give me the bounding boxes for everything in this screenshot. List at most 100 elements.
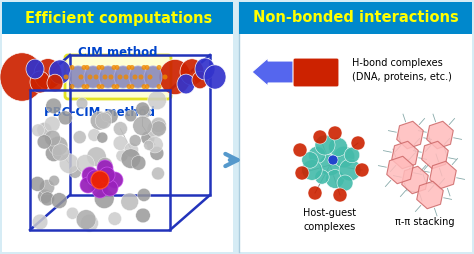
Ellipse shape: [49, 60, 71, 84]
Ellipse shape: [151, 117, 166, 133]
Ellipse shape: [137, 188, 151, 201]
Ellipse shape: [145, 65, 149, 70]
Ellipse shape: [92, 182, 108, 198]
Ellipse shape: [80, 177, 96, 193]
Ellipse shape: [141, 131, 155, 145]
Ellipse shape: [116, 150, 128, 162]
Ellipse shape: [64, 74, 69, 80]
Ellipse shape: [146, 136, 163, 153]
Ellipse shape: [34, 59, 62, 89]
Ellipse shape: [115, 84, 119, 89]
Ellipse shape: [82, 167, 98, 183]
Ellipse shape: [45, 130, 61, 146]
Ellipse shape: [51, 193, 67, 209]
Ellipse shape: [109, 74, 113, 80]
Ellipse shape: [144, 66, 162, 88]
Ellipse shape: [87, 170, 103, 186]
Ellipse shape: [177, 74, 195, 94]
Ellipse shape: [339, 159, 361, 181]
Ellipse shape: [73, 131, 86, 144]
Ellipse shape: [66, 207, 79, 219]
Ellipse shape: [38, 189, 52, 204]
Ellipse shape: [124, 74, 128, 80]
Ellipse shape: [79, 74, 83, 80]
Ellipse shape: [58, 111, 73, 125]
Ellipse shape: [147, 74, 153, 80]
Ellipse shape: [99, 66, 117, 88]
Ellipse shape: [115, 65, 119, 70]
Ellipse shape: [302, 152, 318, 168]
Ellipse shape: [70, 65, 74, 70]
Ellipse shape: [150, 146, 164, 160]
Ellipse shape: [302, 160, 322, 180]
Ellipse shape: [180, 59, 204, 85]
Ellipse shape: [0, 53, 44, 101]
Ellipse shape: [319, 154, 341, 176]
Ellipse shape: [136, 208, 150, 223]
Ellipse shape: [69, 166, 82, 178]
Ellipse shape: [129, 65, 135, 70]
Ellipse shape: [99, 167, 115, 183]
Text: Host-guest
complexes: Host-guest complexes: [303, 208, 356, 232]
Ellipse shape: [156, 84, 162, 89]
Ellipse shape: [88, 179, 100, 191]
Ellipse shape: [39, 180, 55, 195]
Ellipse shape: [163, 74, 167, 80]
Ellipse shape: [308, 186, 322, 200]
Ellipse shape: [111, 65, 117, 70]
Ellipse shape: [108, 212, 121, 225]
Ellipse shape: [76, 98, 88, 109]
Ellipse shape: [97, 160, 113, 176]
Ellipse shape: [84, 66, 102, 88]
Ellipse shape: [355, 163, 369, 177]
Ellipse shape: [49, 175, 59, 186]
Ellipse shape: [147, 120, 164, 138]
Ellipse shape: [315, 135, 335, 155]
Ellipse shape: [129, 135, 141, 147]
Ellipse shape: [145, 84, 149, 89]
FancyArrow shape: [252, 58, 310, 86]
Ellipse shape: [102, 74, 108, 80]
Ellipse shape: [88, 74, 92, 80]
Ellipse shape: [98, 157, 112, 172]
Ellipse shape: [159, 59, 191, 94]
Ellipse shape: [118, 74, 122, 80]
Ellipse shape: [113, 136, 128, 150]
Text: PBC-CIM method: PBC-CIM method: [45, 106, 155, 119]
Ellipse shape: [113, 122, 128, 136]
Ellipse shape: [333, 146, 355, 168]
FancyBboxPatch shape: [293, 58, 339, 87]
Ellipse shape: [26, 59, 44, 79]
Ellipse shape: [295, 166, 309, 180]
Ellipse shape: [142, 84, 146, 89]
Ellipse shape: [129, 84, 135, 89]
Ellipse shape: [97, 132, 108, 143]
Ellipse shape: [46, 98, 61, 114]
Ellipse shape: [308, 146, 326, 164]
Ellipse shape: [52, 144, 69, 161]
Ellipse shape: [107, 172, 123, 188]
Ellipse shape: [30, 177, 45, 191]
Ellipse shape: [93, 74, 99, 80]
Ellipse shape: [101, 111, 112, 122]
Ellipse shape: [37, 122, 52, 137]
Ellipse shape: [69, 66, 87, 88]
Ellipse shape: [102, 180, 118, 196]
Ellipse shape: [84, 65, 90, 70]
Polygon shape: [30, 90, 170, 230]
Ellipse shape: [333, 188, 347, 202]
Ellipse shape: [96, 165, 115, 183]
Ellipse shape: [32, 124, 45, 137]
Ellipse shape: [111, 84, 117, 89]
Ellipse shape: [121, 149, 140, 168]
Ellipse shape: [326, 170, 345, 188]
Ellipse shape: [138, 74, 144, 80]
Ellipse shape: [133, 74, 137, 80]
Ellipse shape: [125, 110, 137, 122]
Bar: [239, 2, 472, 252]
Ellipse shape: [152, 167, 164, 180]
Bar: [2, 2, 233, 252]
Ellipse shape: [48, 136, 68, 156]
Ellipse shape: [30, 71, 50, 93]
Text: Non-bonded interactions: Non-bonded interactions: [253, 10, 458, 25]
